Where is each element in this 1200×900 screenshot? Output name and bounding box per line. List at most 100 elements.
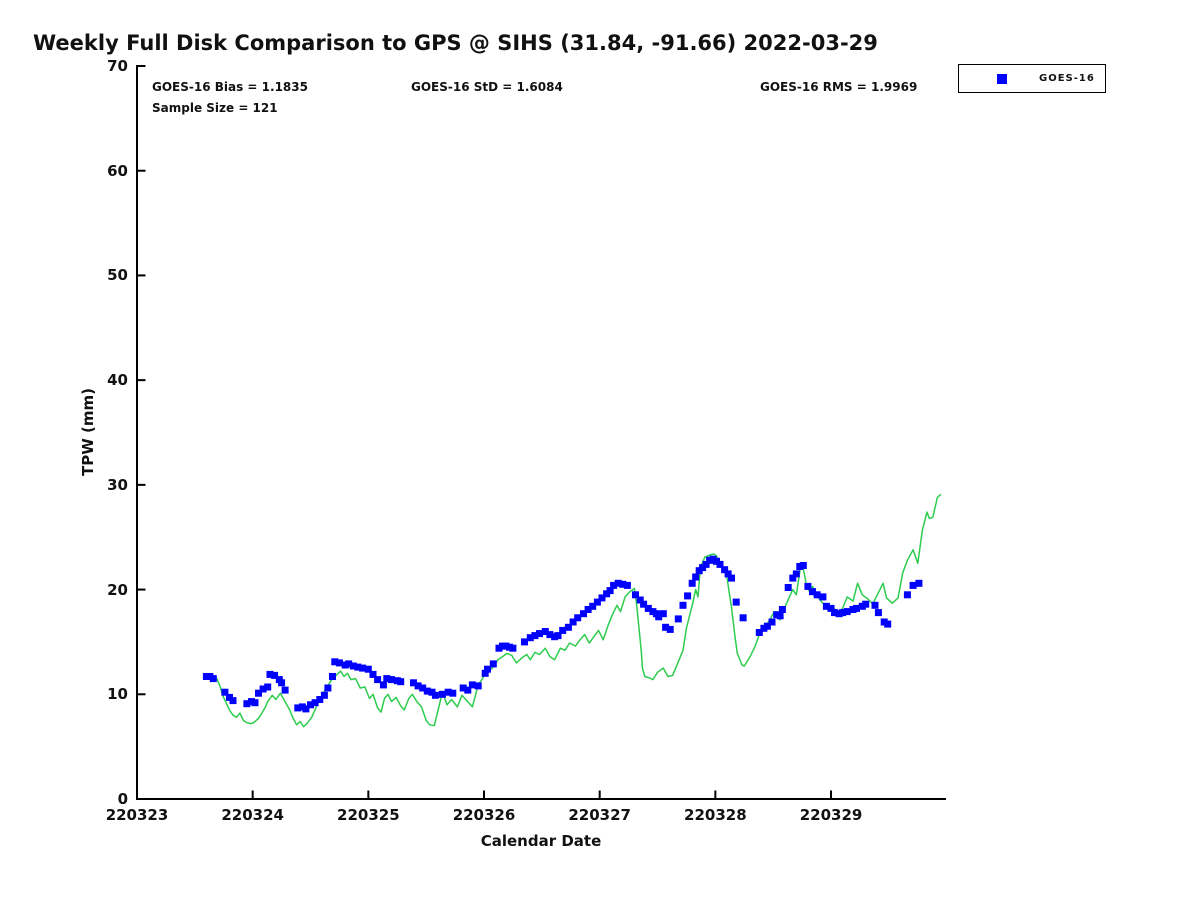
goes16-data-point xyxy=(229,697,237,705)
goes16-data-point xyxy=(266,670,274,678)
goes16-data-point xyxy=(468,681,476,689)
goes16-data-point xyxy=(259,685,267,693)
goes16-data-point xyxy=(684,592,692,600)
goes16-data-point xyxy=(209,675,217,683)
goes16-data-point xyxy=(640,600,648,608)
x-tick-label: 220326 xyxy=(452,806,516,824)
goes16-data-point xyxy=(755,629,763,636)
goes16-data-point xyxy=(459,684,467,692)
goes16-data-point xyxy=(489,660,497,668)
goes16-data-point xyxy=(509,644,517,652)
goes16-data-point xyxy=(732,598,740,606)
goes16-data-point xyxy=(688,579,696,587)
goes16-data-point xyxy=(822,602,830,610)
goes16-data-point xyxy=(531,632,539,640)
goes16-data-point xyxy=(431,691,439,699)
goes16-data-point xyxy=(610,581,618,589)
goes16-data-point xyxy=(414,682,422,690)
goes16-data-point xyxy=(776,612,784,620)
goes16-data-point xyxy=(255,689,262,697)
goes16-data-point xyxy=(474,682,482,690)
goes16-data-point xyxy=(251,699,259,707)
legend-box: GOES-16 xyxy=(958,64,1106,93)
y-tick-label: 0 xyxy=(117,790,128,808)
goes16-data-point xyxy=(784,584,792,591)
goes16-data-point xyxy=(789,574,797,582)
goes16-data-point xyxy=(871,601,879,609)
goes16-data-point xyxy=(564,623,572,631)
goes16-data-point xyxy=(831,609,838,617)
y-tick-label: 50 xyxy=(107,266,128,285)
x-tick-label: 220323 xyxy=(105,806,169,824)
goes16-data-point xyxy=(623,581,631,589)
goes16-data-point xyxy=(644,604,652,612)
goes16-data-point xyxy=(619,580,627,588)
goes16-data-point xyxy=(884,620,892,628)
goes16-data-point xyxy=(763,622,771,630)
goes16-data-point xyxy=(541,628,549,635)
goes16-data-point xyxy=(598,594,606,602)
goes16-data-point xyxy=(674,615,682,623)
y-tick-label: 40 xyxy=(107,371,128,390)
goes16-data-point xyxy=(792,570,800,578)
goes16-data-point xyxy=(359,664,367,672)
goes16-data-point xyxy=(903,591,911,599)
goes16-data-point xyxy=(419,684,427,692)
goes16-data-point xyxy=(423,687,431,695)
goes16-data-point xyxy=(655,613,663,621)
goes16-data-point xyxy=(721,566,729,574)
x-tick-label: 220327 xyxy=(568,806,631,824)
stat-std: GOES-16 StD = 1.6084 xyxy=(411,80,563,94)
goes16-data-point xyxy=(614,579,622,587)
goes16-data-point xyxy=(813,591,821,599)
goes16-data-point xyxy=(302,705,310,713)
goes16-data-point xyxy=(909,581,917,589)
legend-label-goes16: GOES-16 xyxy=(1039,73,1095,84)
goes16-data-point xyxy=(526,634,534,642)
goes16-data-point xyxy=(481,669,489,677)
goes16-data-point xyxy=(345,660,353,668)
goes16-data-point xyxy=(874,609,882,617)
goes16-data-point xyxy=(271,671,279,679)
goes16-data-point xyxy=(324,684,332,692)
goes16-data-point xyxy=(666,625,674,633)
goes16-data-point xyxy=(799,562,807,569)
goes16-data-point xyxy=(862,600,870,608)
goes16-data-point xyxy=(632,591,639,599)
goes16-data-point xyxy=(221,688,229,696)
x-tick-label: 220329 xyxy=(799,806,863,824)
goes16-data-point xyxy=(574,614,582,622)
goes16-data-point xyxy=(546,631,554,639)
goes16-data-point xyxy=(768,618,776,626)
x-tick-label: 220324 xyxy=(221,806,284,824)
goes16-data-point xyxy=(364,665,372,673)
goes16-data-point xyxy=(606,587,614,595)
goes16-data-point xyxy=(316,696,324,703)
y-tick-label: 10 xyxy=(107,685,128,704)
goes16-square-marker-icon xyxy=(997,73,1007,84)
goes16-data-point xyxy=(449,689,457,697)
goes16-data-point xyxy=(809,588,816,596)
goes16-data-point xyxy=(554,632,562,640)
chart-title: Weekly Full Disk Comparison to GPS @ SIH… xyxy=(33,31,878,55)
stat-bias: GOES-16 Bias = 1.1835 xyxy=(152,80,308,94)
goes16-data-point xyxy=(728,574,735,582)
x-axis-label: Calendar Date xyxy=(480,832,602,850)
goes16-data-point xyxy=(438,690,446,698)
goes16-data-point xyxy=(915,579,923,587)
goes16-data-point xyxy=(410,679,417,687)
goes16-data-point xyxy=(839,609,847,617)
goes16-data-point xyxy=(335,659,343,667)
goes16-data-point xyxy=(264,683,272,691)
goes16-data-point xyxy=(819,593,827,601)
goes16-data-point xyxy=(636,596,644,604)
goes16-data-point xyxy=(374,676,382,684)
goes16-data-point xyxy=(662,623,670,631)
goes16-data-point xyxy=(593,598,601,606)
goes16-data-point xyxy=(778,606,786,613)
goes16-data-point xyxy=(311,699,319,707)
goes16-data-point xyxy=(349,662,357,670)
goes16-data-point xyxy=(354,663,362,671)
